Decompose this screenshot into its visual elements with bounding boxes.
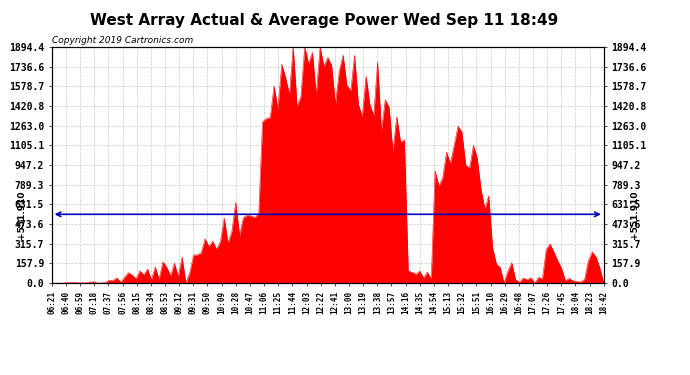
Text: +551.910: +551.910 bbox=[17, 190, 26, 238]
Text: West Array  (DC Watts): West Array (DC Watts) bbox=[513, 36, 622, 45]
Text: Average  (DC Watts): Average (DC Watts) bbox=[420, 36, 515, 45]
Text: West Array Actual & Average Power Wed Sep 11 18:49: West Array Actual & Average Power Wed Se… bbox=[90, 13, 558, 28]
Text: +551.910: +551.910 bbox=[629, 190, 639, 238]
Text: Copyright 2019 Cartronics.com: Copyright 2019 Cartronics.com bbox=[52, 36, 193, 45]
